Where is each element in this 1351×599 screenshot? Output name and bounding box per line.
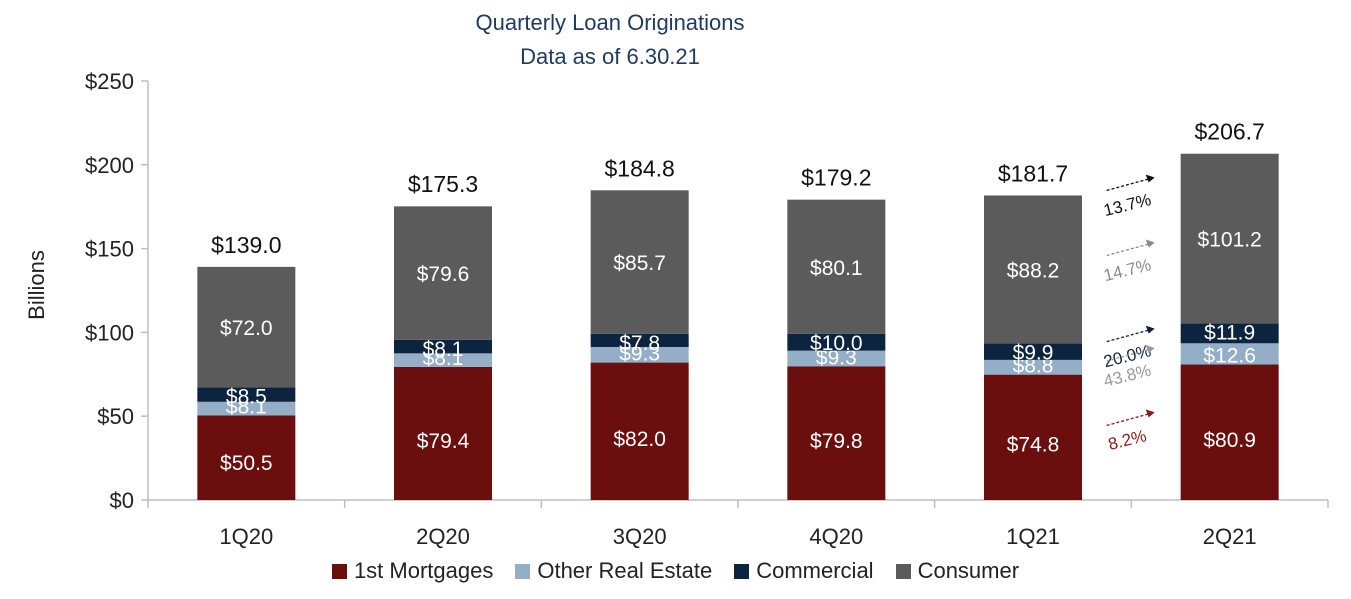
bar-segment [1180,323,1279,344]
data-label: $11.9 [1204,321,1255,344]
legend-swatch [515,563,531,579]
bar-segment [787,366,886,500]
legend-label: 1st Mortgages [353,558,494,583]
chart-subtitle: Data as of 6.30.21 [520,44,700,69]
legend-label: Commercial [756,558,874,583]
growth-arrowhead [1145,345,1155,354]
growth-arrow [1106,242,1151,257]
data-label: $101.2 [1198,229,1262,252]
bar-segment [1180,153,1279,324]
legend-label: Consumer [917,558,1020,583]
bar-segment [197,415,296,500]
data-label: $79.8 [810,430,863,453]
growth-label: 14.7% [1102,255,1153,285]
total-label: $181.7 [998,160,1068,186]
legend-label: Other Real Estate [537,558,713,583]
data-label: $79.6 [417,263,470,286]
bar-segment [590,346,689,363]
bar-segment [984,343,1082,360]
data-label: $80.9 [1203,429,1256,452]
growth-arrow [1106,412,1151,427]
total-label: $175.3 [408,171,478,197]
data-label: $9.9 [1013,341,1054,364]
data-label: $9.3 [619,343,660,366]
data-label: $85.7 [613,252,666,275]
data-label: $80.1 [810,257,863,280]
growth-arrow [1106,348,1151,362]
data-label: $8.5 [226,386,267,409]
growth-label: 8.2% [1106,426,1148,454]
bar-segment [590,362,689,500]
bar-segment [1180,364,1279,500]
total-label: $206.7 [1194,119,1264,145]
y-tick-label: $250 [85,69,134,94]
x-tick-label: 3Q20 [613,524,667,549]
legend-swatch [331,563,347,579]
legend-item: Commercial [734,558,874,584]
y-tick-label: $0 [110,488,134,513]
y-tick-label: $200 [85,153,134,178]
bar-segment [394,339,492,354]
bar-segment [394,353,492,367]
data-label: $8.1 [423,338,464,361]
data-label: $9.3 [816,346,857,369]
x-tick-label: 2Q21 [1203,524,1257,549]
x-tick-label: 2Q20 [416,524,470,549]
legend-item: Other Real Estate [515,558,712,584]
growth-arrowhead [1145,325,1155,334]
bar-segment [197,266,296,388]
growth-arrowhead [1145,174,1155,183]
growth-arrow [1106,328,1151,343]
y-tick-label: $100 [85,320,134,345]
bar-segment [590,190,689,334]
legend-swatch [895,563,911,579]
y-tick-label: $50 [97,404,134,429]
bar-segment [197,387,296,402]
bar-segment [394,206,492,340]
growth-arrowhead [1145,409,1155,418]
data-label: $50.5 [220,452,273,475]
growth-arrow [1106,177,1151,192]
x-tick-label: 1Q21 [1006,524,1060,549]
data-label: $79.4 [417,430,470,453]
data-label: $82.0 [613,428,666,451]
chart-title: Quarterly Loan Originations [475,10,745,35]
bar-segment [394,366,492,500]
legend-swatch [734,563,750,579]
data-label: $12.6 [1203,344,1256,367]
bar-segment [787,333,886,351]
bar-segment [197,401,296,416]
data-label: $10.0 [810,332,863,355]
data-label: $72.0 [220,317,273,340]
data-label: $88.2 [1007,259,1060,282]
legend: 1st Mortgages Other Real Estate Commercial… [0,558,1351,584]
bar-segment [984,374,1082,500]
bar-segment [590,333,689,347]
bar-segment [1180,343,1279,365]
total-label: $184.8 [604,155,674,181]
bar-segment [984,195,1082,344]
data-label: $74.8 [1007,434,1060,457]
bar-segment [787,199,886,334]
legend-item: 1st Mortgages [331,558,494,584]
data-label: $7.8 [619,332,660,355]
y-tick-label: $150 [85,237,134,262]
legend-item: Consumer [895,558,1020,584]
growth-label: 13.7% [1102,190,1153,220]
bar-segment [787,350,886,367]
total-label: $139.0 [211,232,281,258]
x-tick-label: 4Q20 [809,524,863,549]
total-label: $179.2 [801,165,871,191]
growth-arrowhead [1145,239,1155,248]
x-tick-label: 1Q20 [219,524,273,549]
data-label: $8.8 [1013,355,1054,378]
bar-segment [984,359,1082,375]
